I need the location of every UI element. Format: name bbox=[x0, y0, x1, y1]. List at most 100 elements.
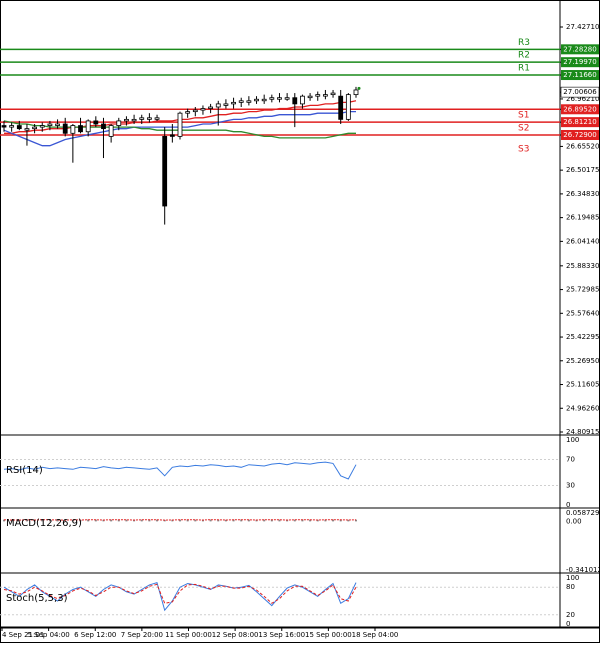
candle bbox=[331, 90, 335, 98]
main-y-tick-label: 27.42710 bbox=[566, 23, 599, 31]
candle-body bbox=[63, 124, 67, 133]
candle bbox=[10, 122, 14, 131]
stoch-y-tick-label: 80 bbox=[566, 583, 575, 591]
pivot-name-label: R1 bbox=[518, 64, 530, 74]
candle bbox=[155, 115, 159, 121]
rsi-line bbox=[4, 462, 356, 479]
candle-body bbox=[331, 93, 335, 95]
pivot-value-label: 27.28280 bbox=[563, 45, 596, 53]
candle bbox=[232, 98, 236, 109]
pivot-value-label: 27.11660 bbox=[563, 71, 596, 79]
candle-body bbox=[262, 99, 266, 101]
x-tick-label: 5 Sep 04:00 bbox=[27, 631, 69, 639]
last-tick-marker bbox=[358, 87, 361, 90]
candle-body bbox=[124, 119, 128, 121]
candle-body bbox=[239, 101, 243, 103]
pivot-name-label: R2 bbox=[518, 51, 530, 61]
candle-body bbox=[323, 95, 327, 97]
candle-body bbox=[285, 98, 289, 100]
candle-body bbox=[71, 126, 75, 134]
rsi-y-tick-label: 0 bbox=[566, 501, 570, 509]
pivot-name-label: R3 bbox=[518, 38, 530, 48]
candle-body bbox=[48, 124, 52, 126]
candle bbox=[354, 87, 358, 98]
candle-body bbox=[300, 96, 304, 104]
candle bbox=[86, 119, 90, 136]
candle-body bbox=[2, 126, 6, 128]
candle bbox=[201, 105, 205, 114]
candle bbox=[277, 93, 281, 102]
x-tick-label: 11 Sep 00:00 bbox=[165, 631, 212, 639]
candle-body bbox=[224, 104, 228, 106]
main-y-tick-label: 25.26950 bbox=[566, 357, 599, 365]
candle bbox=[109, 124, 113, 143]
candle bbox=[163, 127, 167, 224]
candle-body bbox=[293, 98, 297, 104]
candle bbox=[101, 118, 105, 158]
candle-body bbox=[17, 126, 21, 129]
candle bbox=[316, 92, 320, 101]
main-y-tick-label: 26.34830 bbox=[566, 190, 599, 198]
candle bbox=[346, 93, 350, 121]
x-tick-label: 15 Sep 00:00 bbox=[305, 631, 352, 639]
candle bbox=[270, 95, 274, 103]
candle-body bbox=[232, 102, 236, 104]
candle bbox=[247, 96, 251, 105]
candle-body bbox=[109, 126, 113, 137]
candle bbox=[209, 104, 213, 113]
pivot-value-label: 26.81210 bbox=[563, 118, 596, 126]
candle-body bbox=[316, 95, 320, 97]
candle-body bbox=[270, 98, 274, 100]
candle-body bbox=[101, 124, 105, 129]
x-tick-label: 7 Sep 20:00 bbox=[121, 631, 163, 639]
candle bbox=[147, 113, 151, 122]
candle bbox=[224, 99, 228, 108]
candle-body bbox=[247, 101, 251, 103]
candle-body bbox=[255, 99, 259, 101]
candle-body bbox=[186, 112, 190, 114]
macd-y-tick-label: -0.341012 bbox=[566, 566, 600, 574]
main-y-tick-label: 25.72985 bbox=[566, 286, 599, 294]
main-y-tick-label: 25.57640 bbox=[566, 309, 599, 317]
candle bbox=[178, 112, 182, 140]
main-y-tick-label: 26.19485 bbox=[566, 214, 599, 222]
candle bbox=[308, 93, 312, 101]
candle-body bbox=[56, 124, 60, 126]
x-tick-label: 18 Sep 04:00 bbox=[352, 631, 399, 639]
candle bbox=[193, 107, 197, 116]
candle bbox=[262, 95, 266, 104]
main-y-tick-label: 26.50175 bbox=[566, 166, 599, 174]
candle-body bbox=[209, 107, 213, 109]
current-price-label: 27.00606 bbox=[563, 88, 597, 96]
pivot-name-label: S3 bbox=[518, 144, 529, 154]
candle-body bbox=[354, 90, 358, 95]
rsi-label: RSI(14) bbox=[6, 465, 43, 476]
candle-body bbox=[10, 126, 14, 128]
x-tick-label: 13 Sep 16:00 bbox=[258, 631, 305, 639]
candle-body bbox=[277, 98, 281, 100]
candle-body bbox=[163, 136, 167, 206]
pivot-value-label: 27.19970 bbox=[563, 58, 596, 66]
main-y-tick-label: 26.65520 bbox=[566, 142, 599, 150]
candle-body bbox=[86, 121, 90, 132]
stoch-y-tick-label: 100 bbox=[566, 574, 579, 582]
macd-y-tick-label: 0.058729 bbox=[566, 509, 599, 517]
pivot-value-label: 26.72900 bbox=[563, 131, 596, 139]
candle bbox=[285, 93, 289, 101]
main-y-tick-label: 26.04140 bbox=[566, 237, 599, 245]
main-y-tick-label: 24.80915 bbox=[566, 428, 599, 436]
candle-body bbox=[170, 135, 174, 137]
candle-body bbox=[193, 110, 197, 112]
candle-body bbox=[132, 119, 136, 121]
stoch-y-tick-label: 20 bbox=[566, 611, 575, 619]
candle-body bbox=[147, 118, 151, 120]
rsi-y-tick-label: 30 bbox=[566, 482, 575, 490]
candle-body bbox=[25, 129, 29, 131]
candle-body bbox=[216, 104, 220, 107]
stoch-y-tick-label: 0 bbox=[566, 620, 570, 628]
candle-body bbox=[346, 95, 350, 120]
x-tick-label: 12 Sep 08:00 bbox=[212, 631, 259, 639]
candle bbox=[239, 98, 243, 107]
